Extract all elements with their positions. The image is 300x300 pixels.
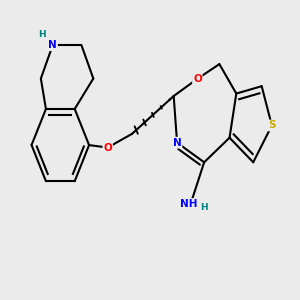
Text: NH: NH — [180, 199, 198, 209]
Text: H: H — [200, 203, 207, 212]
Text: O: O — [103, 142, 112, 152]
Text: N: N — [173, 138, 182, 148]
Text: H: H — [38, 30, 46, 39]
Text: S: S — [268, 121, 276, 130]
Text: O: O — [193, 74, 202, 84]
Text: N: N — [48, 40, 57, 50]
